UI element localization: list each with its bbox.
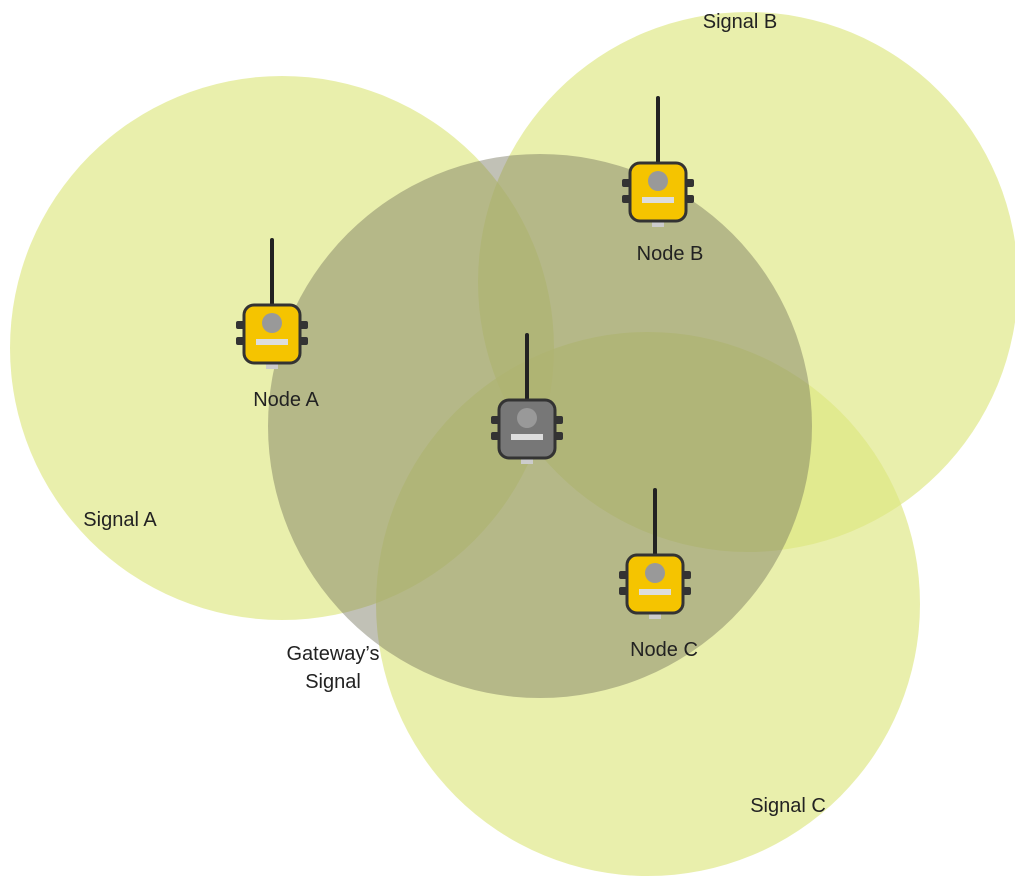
signal-label: Signal B [703, 11, 778, 33]
node-label: Node B [637, 243, 704, 265]
gateway-label: Signal [305, 671, 361, 693]
node-label: Node A [253, 389, 319, 411]
signal-label: Signal A [83, 509, 157, 531]
signal-label: Signal C [750, 795, 826, 817]
gateway-label: Gateway’s [286, 643, 379, 665]
node-label: Node C [630, 639, 698, 661]
